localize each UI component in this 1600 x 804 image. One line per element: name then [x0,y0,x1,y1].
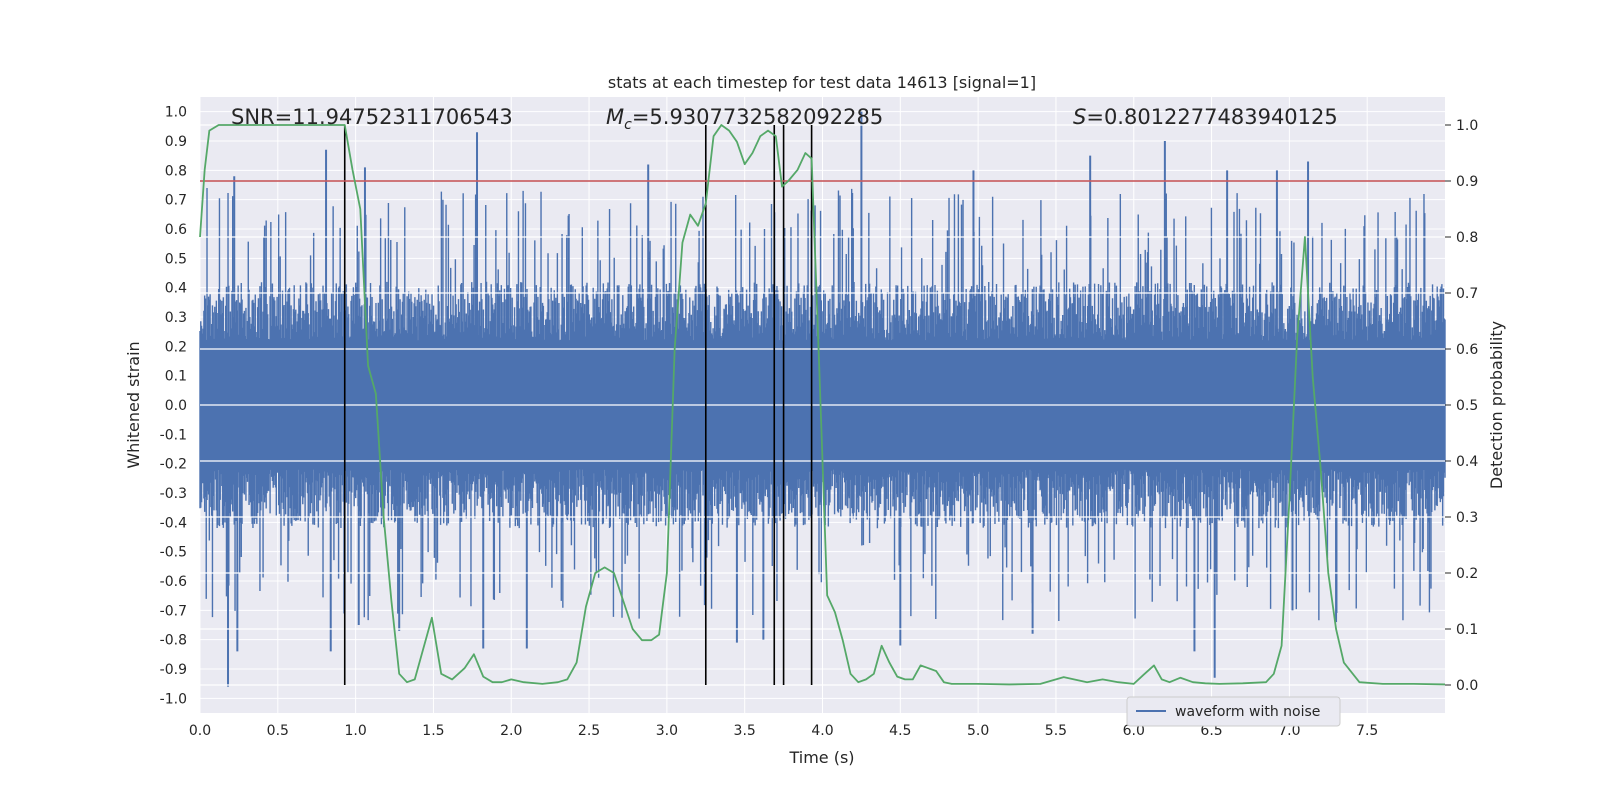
y-axis-label-left: Whitened strain [124,341,143,468]
y-left-tick-label: 0.2 [165,339,187,355]
x-tick-label: 1.5 [422,723,444,739]
y-right-tick-label: 0.1 [1456,622,1478,638]
y-left-tick-label: -1.0 [160,691,187,707]
x-tick-label: 3.0 [656,723,678,739]
y-left-tick-label: -0.3 [160,486,187,502]
x-tick-label: 2.5 [578,723,600,739]
legend: waveform with noise [1126,696,1341,727]
y-left-tick-label: 0.4 [165,281,187,297]
tick-layer: 0.0 0.5 1.0 1.5 2.0 2.5 3.0 3.5 4.0 4.5 5.0 5.5 6.0 6… [160,105,1479,739]
y-right-tick-label: 0.4 [1456,454,1478,470]
y-right-tick-label: 0.9 [1456,174,1478,190]
y-left-tick-label: -0.4 [160,515,187,531]
y-left-tick-label: -0.9 [160,662,187,678]
y-left-tick-label: 0.7 [165,193,187,209]
x-tick-label: 4.5 [889,723,911,739]
y-right-tick-label: 0.0 [1456,678,1478,694]
chart-title: stats at each timestep for test data 146… [608,73,1036,92]
y-left-tick-label: 0.8 [165,163,187,179]
event-layer [343,125,813,685]
x-tick-label: 0.0 [189,723,211,739]
s-value: =0.8012277483940125 [1086,105,1337,129]
y-left-tick-label: -0.7 [160,603,187,619]
x-tick-label: 7.0 [1278,723,1300,739]
chirp-mass-subscript: c [624,117,632,133]
y-left-tick-label: -0.5 [160,545,187,561]
x-tick-label: 3.5 [734,723,756,739]
x-tick-label: 5.0 [967,723,989,739]
x-tick-label: 4.0 [811,723,833,739]
y-right-tick-label: 0.5 [1456,398,1478,414]
y-left-tick-label: 0.1 [165,369,187,385]
y-right-tick-label: 0.6 [1456,342,1478,358]
chirp-mass-annotation: Mc=5.9307732582092285 [606,105,883,133]
x-tick-label: 6.0 [1123,723,1145,739]
x-axis-label: Time (s) [788,748,854,767]
y-axis-label-right: Detection probability [1487,321,1506,489]
snr-annotation: SNR=11.94752311706543 [231,105,513,129]
y-left-tick-label: 0.5 [165,251,187,267]
y-left-tick-label: -0.6 [160,574,187,590]
legend-box [1126,696,1341,727]
y-left-tick-label: 0.3 [165,310,187,326]
x-tick-label: 5.5 [1045,723,1067,739]
x-tick-label: 7.5 [1356,723,1378,739]
legend-label-waveform: waveform with noise [1175,704,1320,720]
y-left-tick-label: 0.0 [165,398,187,414]
s-symbol: S [1073,105,1086,129]
y-left-tick-label: -0.2 [160,457,187,473]
detection-probability-line [199,124,1446,686]
y-left-tick-label: -0.8 [160,633,187,649]
x-tick-label: 2.0 [500,723,522,739]
x-tick-label: 1.0 [344,723,366,739]
x-tick-label: 0.5 [267,723,289,739]
y-right-tick-label: 1.0 [1456,118,1478,134]
s-annotation: S=0.8012277483940125 [1073,105,1338,129]
y-left-tick-label: -0.1 [160,427,187,443]
y-right-tick-label: 0.7 [1456,286,1478,302]
y-right-tick-label: 0.3 [1456,510,1478,526]
y-left-tick-label: 0.9 [165,134,187,150]
y-right-tick-label: 0.2 [1456,566,1478,582]
y-left-tick-label: 0.6 [165,222,187,238]
chirp-mass-symbol: M [606,105,624,129]
x-tick-label: 6.5 [1200,723,1222,739]
chirp-mass-value: =5.9307732582092285 [632,105,883,129]
y-right-tick-label: 0.8 [1456,230,1478,246]
y-left-tick-label: 1.0 [165,105,187,121]
